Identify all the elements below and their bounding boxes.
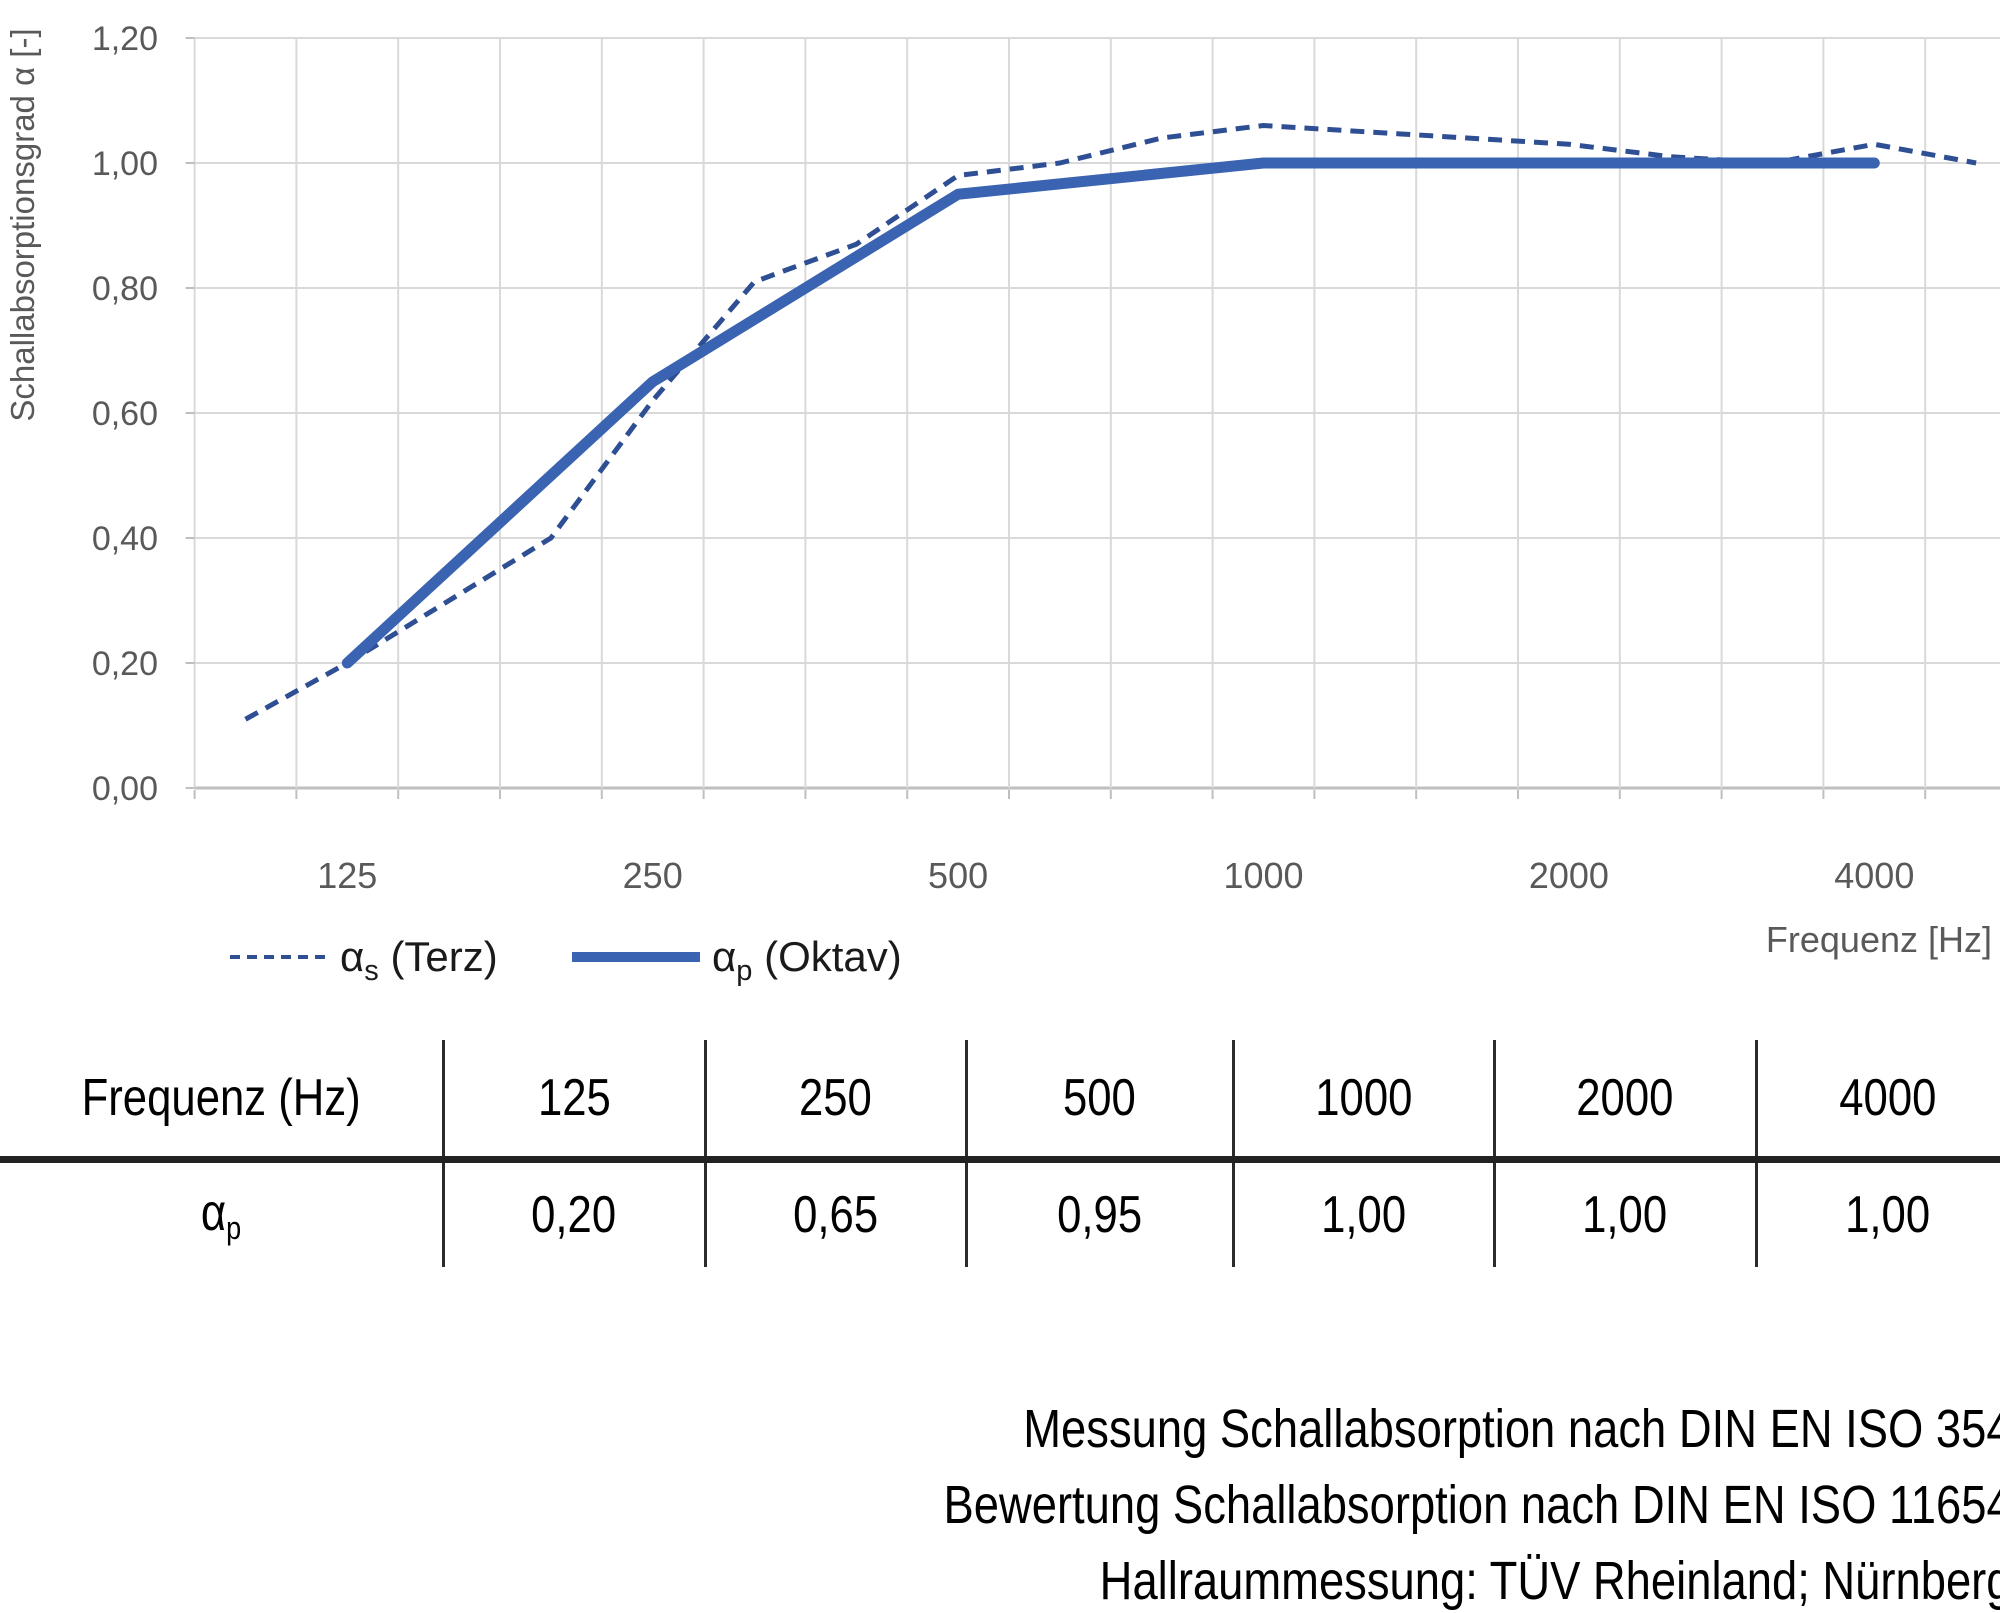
table-row-label-alpha-p: αp	[0, 1160, 443, 1268]
x-tick-label: 500	[928, 855, 988, 896]
table-header-text: 500	[1063, 1069, 1136, 1127]
footer-line-text: Hallraummessung: TÜV Rheinland; Nürnberg	[1100, 1551, 2000, 1611]
table-header-text: 2000	[1576, 1069, 1674, 1127]
x-tick-label: 1000	[1223, 855, 1303, 896]
y-tick-label: 0,00	[92, 770, 158, 808]
table-value-text: 0,20	[531, 1186, 617, 1244]
y-tick-label: 1,20	[92, 20, 158, 58]
footer-line: Hallraummessung: TÜV Rheinland; Nürnberg	[0, 1543, 2000, 1613]
table-header-text: 1000	[1314, 1069, 1413, 1127]
absorption-table: Frequenz (Hz) 125 250 500 1000 2000 4000 αp 0,2…	[0, 1040, 2000, 1267]
y-tick-label: 1,00	[92, 145, 158, 183]
table-value-cell: 1,00	[1754, 1159, 2000, 1267]
table-header-text: 125	[537, 1069, 611, 1127]
x-tick-label: 4000	[1834, 855, 1914, 896]
table-value-cell: 1,00	[1231, 1159, 1494, 1267]
table-value-text: 0,95	[1056, 1186, 1143, 1244]
y-tick-label: 0,60	[92, 395, 158, 433]
table-header-row: Frequenz (Hz) 125 250 500 1000 2000 4000	[0, 1040, 2000, 1163]
oktav-series-line	[341, 157, 1880, 669]
table-header-band: 250	[703, 1040, 966, 1163]
table-header-band: 1000	[1231, 1040, 1494, 1163]
footer-line-text: Messung Schallabsorption nach DIN EN ISO…	[1023, 1399, 2000, 1459]
table-header-band: 125	[441, 1040, 705, 1163]
legend-label: αs (Terz)	[340, 933, 498, 987]
table-value-text: 1,00	[1845, 1186, 1931, 1244]
chart-ticks	[185, 37, 1927, 799]
x-tick-label: 2000	[1529, 855, 1609, 896]
table-value-row: αp 0,20 0,65 0,95 1,00 1,00 1,00	[0, 1159, 2000, 1268]
absorption-chart: 0,00 0,20 0,40 0,60 0,80 1,00 1,20 125 250 500 100…	[4, 20, 2000, 987]
table-value-text: 0,65	[792, 1186, 879, 1244]
table-header-band: 2000	[1492, 1040, 1756, 1163]
table-value-cell: 0,20	[441, 1159, 705, 1267]
table-value-cell: 1,00	[1492, 1159, 1756, 1267]
table-value-cell: 0,65	[703, 1159, 966, 1267]
footer-line: Messung Schallabsorption nach DIN EN ISO…	[0, 1391, 2000, 1467]
table-header-band: 500	[964, 1040, 1233, 1163]
x-axis-title: Frequenz [Hz]	[1766, 919, 1992, 960]
table-header-frequency: Frequenz (Hz)	[0, 1040, 443, 1163]
y-tick-label: 0,80	[92, 270, 158, 308]
alpha-p-label: αp	[200, 1183, 241, 1246]
chart-series	[244, 123, 1977, 722]
footer-line: Bewertung Schallabsorption nach DIN EN I…	[0, 1467, 2000, 1543]
footer-line-text: Bewertung Schallabsorption nach DIN EN I…	[943, 1475, 2000, 1535]
footer-notes: Messung Schallabsorption nach DIN EN ISO…	[0, 1391, 2000, 1613]
chart-axis-labels: 0,00 0,20 0,40 0,60 0,80 1,00 1,20 125 250 500 100…	[4, 20, 1992, 960]
chart-grid	[193, 37, 2000, 790]
chart-legend: αs (Terz) αp (Oktav)	[230, 933, 902, 987]
table-header-text: 250	[799, 1069, 872, 1127]
legend-label: αp (Oktav)	[712, 933, 902, 987]
y-tick-label: 0,40	[92, 520, 158, 558]
x-tick-label: 250	[623, 855, 683, 896]
terz-series-line	[244, 123, 1977, 722]
y-tick-label: 0,20	[92, 645, 158, 683]
x-tick-label: 125	[317, 855, 377, 896]
table-value-cell: 0,95	[964, 1159, 1233, 1267]
table-header-text: Frequenz (Hz)	[81, 1069, 361, 1127]
table-header-band: 4000	[1754, 1040, 2000, 1163]
table-value-text: 1,00	[1582, 1186, 1668, 1244]
y-axis-title: Schallabsorptionsgrad α [-]	[4, 28, 41, 421]
table-header-text: 4000	[1839, 1069, 1937, 1127]
table-value-text: 1,00	[1320, 1186, 1407, 1244]
